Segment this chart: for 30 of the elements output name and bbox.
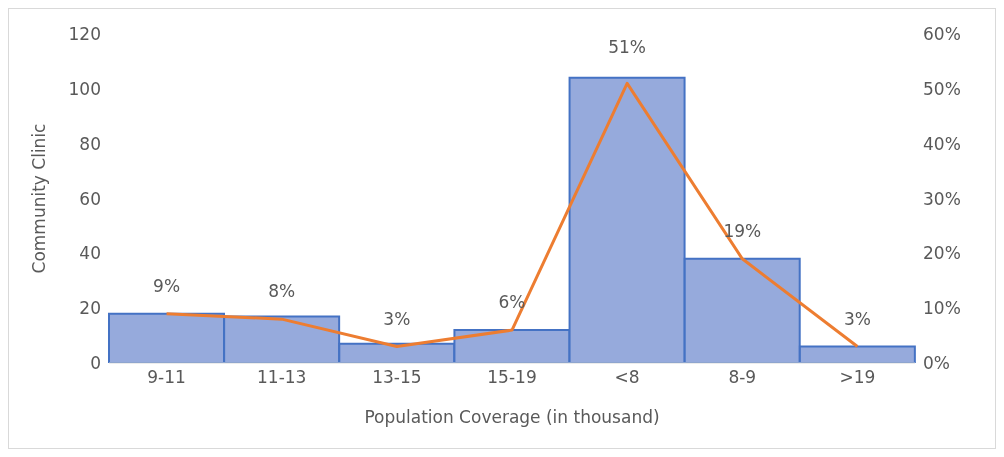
x-axis-title: Population Coverage (in thousand)	[364, 407, 660, 427]
y2-tick-label: 50%	[923, 78, 961, 99]
data-label: 9%	[153, 275, 181, 296]
y-tick-label: 20	[79, 298, 101, 319]
y2-tick-label: 30%	[923, 188, 961, 209]
y2-tick-label: 40%	[923, 133, 961, 154]
y-tick-label: 80	[79, 133, 101, 154]
y2-tick-label: 10%	[923, 298, 961, 319]
x-tick-label: 15-19	[487, 367, 537, 388]
x-tick-label: >19	[839, 367, 876, 388]
data-label: 6%	[498, 292, 526, 313]
data-label: 8%	[268, 281, 296, 302]
data-label: 19%	[723, 220, 762, 241]
y2-tick-label: 60%	[923, 24, 961, 45]
x-tick-label: 11-13	[257, 367, 307, 388]
data-label: 3%	[383, 308, 411, 329]
y-tick-label: 60	[79, 188, 101, 209]
x-tick-label: 8-9	[728, 367, 757, 388]
y2-tick-label: 20%	[923, 243, 961, 264]
data-label: 51%	[608, 37, 647, 58]
y-axis-title: Community Clinic	[29, 123, 50, 274]
x-tick-label: 9-11	[147, 367, 186, 388]
data-label: 3%	[843, 308, 871, 329]
y-tick-label: 120	[68, 24, 101, 45]
x-tick-label: 13-15	[372, 367, 422, 388]
y-tick-label: 100	[68, 78, 101, 99]
y-tick-label: 0	[90, 353, 101, 374]
x-tick-label: <8	[614, 367, 640, 388]
y2-tick-label: 0%	[923, 353, 950, 374]
y-tick-label: 40	[79, 243, 101, 264]
